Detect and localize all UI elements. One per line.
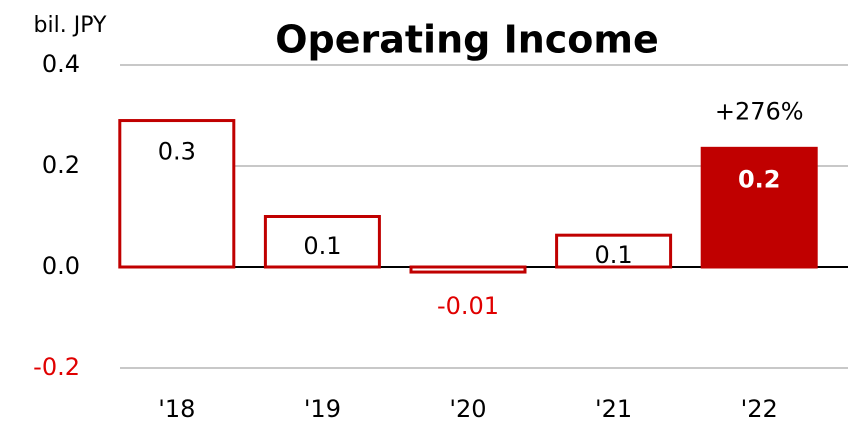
bar [700, 146, 818, 269]
value-label: 0.1 [303, 232, 341, 260]
x-tick-label: '21 [595, 395, 632, 423]
y-tick-label: -0.2 [33, 353, 80, 381]
x-tick-label: '22 [741, 395, 778, 423]
x-tick-label: '19 [304, 395, 341, 423]
value-label: 0.3 [158, 138, 196, 166]
x-tick-label: '18 [158, 395, 195, 423]
unit-label: bil. JPY [34, 13, 107, 38]
bar [263, 215, 381, 269]
value-label: 0.2 [738, 165, 781, 193]
annotation: +276% [715, 97, 804, 125]
chart-title: Operating Income [275, 18, 659, 62]
bar [118, 119, 236, 269]
y-tick-label: 0.2 [42, 151, 80, 179]
y-tick-label: 0.4 [42, 50, 80, 78]
bar [409, 265, 527, 274]
value-label: 0.1 [595, 241, 633, 269]
y-tick-label: 0.0 [42, 252, 80, 280]
x-tick-label: '20 [449, 395, 486, 423]
bar [555, 233, 673, 269]
value-label: -0.01 [437, 292, 499, 320]
